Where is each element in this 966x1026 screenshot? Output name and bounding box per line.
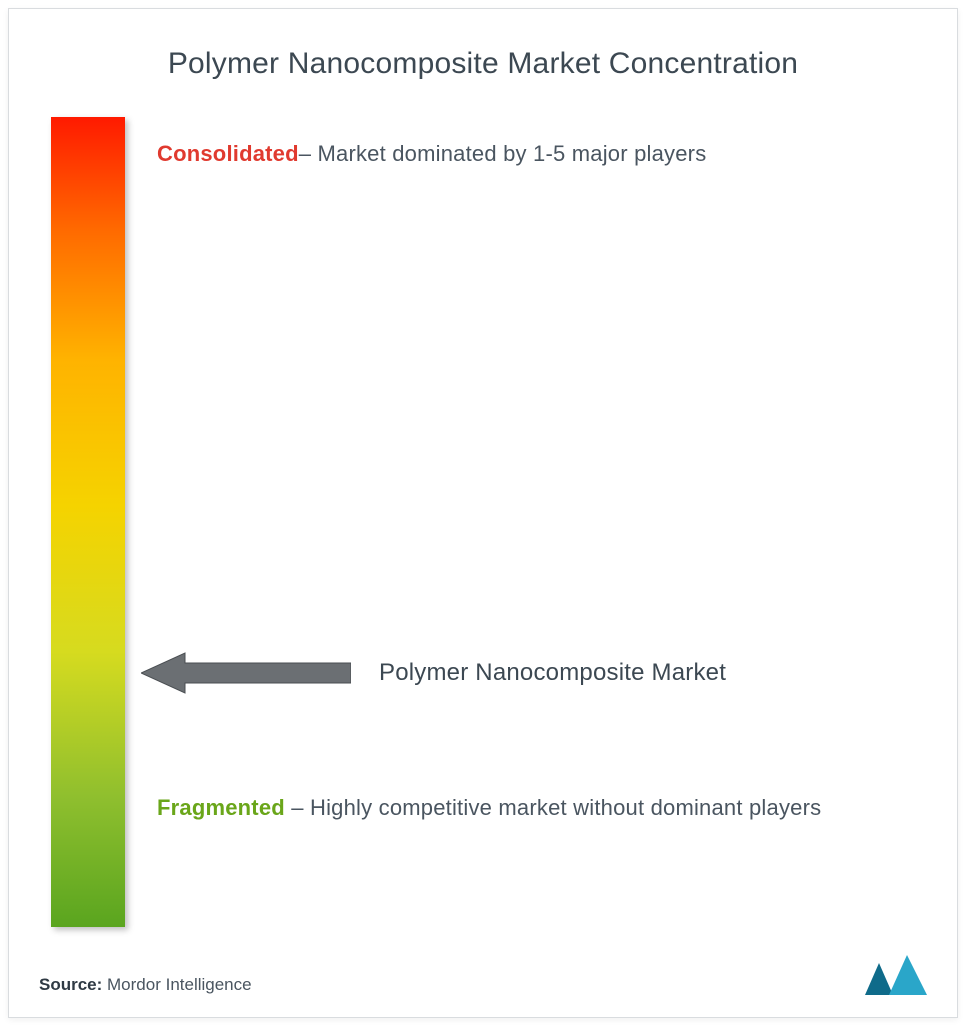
consolidated-keyword: Consolidated [157,141,299,166]
mordor-logo [865,955,927,995]
consolidated-label-block: Consolidated– Market dominated by 1-5 ma… [157,137,897,171]
logo-icon [865,955,927,995]
pointer-label: Polymer Nanocomposite Market [379,659,726,687]
footer: Source: Mordor Intelligence [39,955,927,995]
fragmented-label-block: Fragmented – Highly competitive market w… [157,791,897,825]
arrow-left-icon [141,649,351,697]
source-label: Source: [39,975,102,994]
fragmented-keyword: Fragmented [157,795,285,820]
market-pointer: Polymer Nanocomposite Market [141,649,726,697]
fragmented-desc: – Highly competitive market without domi… [285,795,821,820]
source-line: Source: Mordor Intelligence [39,975,252,995]
consolidated-desc: – Market dominated by 1-5 major players [299,141,707,166]
chart-title: Polymer Nanocomposite Market Concentrati… [9,9,957,81]
infographic-card: Polymer Nanocomposite Market Concentrati… [8,8,958,1018]
concentration-gradient-bar [51,117,125,927]
source-text: Mordor Intelligence [102,975,251,994]
